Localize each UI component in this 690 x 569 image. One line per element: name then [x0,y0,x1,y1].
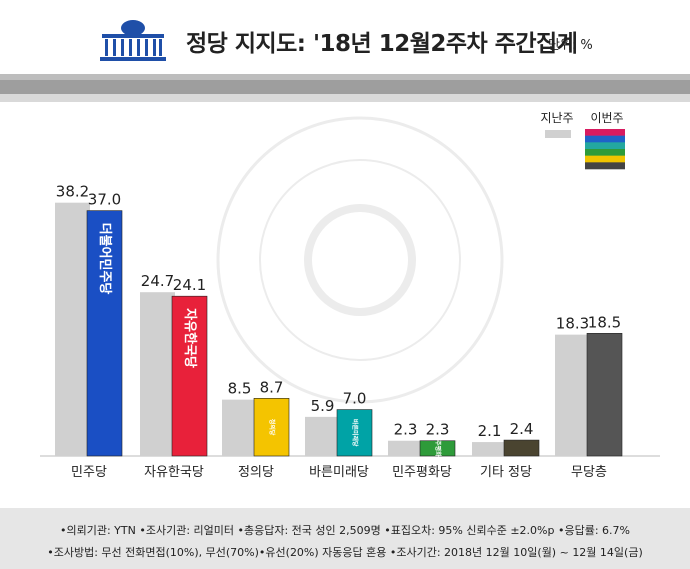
party-logo: 정의당 [268,419,276,436]
value-label-last-week: 8.5 [228,380,252,398]
bar-this-week-0 [86,210,123,457]
bar-last-week-4 [388,440,423,456]
legend-swatch-last-week [545,130,571,138]
value-label-this-week: 8.7 [260,378,284,396]
value-label-this-week: 24.1 [173,276,206,294]
value-label-last-week: 2.3 [394,421,418,439]
value-label-this-week: 7.0 [343,390,367,408]
legend-label-last-week: 지난주 [540,111,573,125]
header-band-light [0,94,690,102]
value-label-this-week: 2.4 [510,420,534,438]
value-label-last-week: 24.7 [141,272,174,290]
category-label: 정의당 [238,465,274,480]
value-label-last-week: 2.1 [478,422,502,440]
category-label: 민주당 [71,465,107,480]
category-label: 민주평화당 [392,465,452,480]
bar-this-week-2 [253,398,290,457]
party-logo: 더불어민주당 [97,223,113,295]
legend-swatch-this-week-strip [585,135,625,143]
national-assembly-icon [100,20,166,61]
value-label-last-week: 5.9 [311,397,335,415]
category-label: 바른미래당 [309,465,369,480]
survey-info-line2: •조사방법: 무선 전화면접(10%), 무선(70%)•유선(20%) 자동응… [47,546,643,559]
value-label-last-week: 38.2 [56,183,89,201]
legend-swatch-this-week-strip [585,149,625,156]
legend-swatch-this-week-strip [585,162,625,170]
bar-this-week-6 [586,333,623,457]
legend-swatch-this-week-strip [585,129,625,136]
party-logo: 바른미래당 [351,419,359,447]
watermark-seal [216,116,504,404]
bar-this-week-3 [336,409,373,457]
bar-last-week-1 [140,292,175,456]
bar-last-week-5 [472,442,507,456]
bar-this-week-4 [419,440,456,457]
legend-label-this-week: 이번주 [590,111,623,125]
legend-swatch-this-week-strip [585,142,625,150]
bar-last-week-6 [555,334,590,456]
unit-label: 단위: % [548,38,593,53]
category-label: 무당층 [571,465,607,480]
value-label-this-week: 2.3 [426,421,450,439]
legend-swatch-this-week-strip [585,155,625,163]
header: 정당 지지도: '18년 12월2주차 주간집계 단위: % [0,0,690,78]
party-logo: 자유한국당 [182,308,198,368]
bar-this-week-5 [503,439,540,457]
footer: •의뢰기관: YTN •조사기관: 리얼미터 •총응답자: 전국 성인 2,50… [0,508,690,569]
bar-last-week-3 [305,416,340,456]
value-label-last-week: 18.3 [556,315,589,333]
party-logo: 민주평화당 [434,435,442,463]
header-band [0,80,690,94]
bar-last-week-2 [222,399,257,456]
value-label-this-week: 18.5 [588,313,621,331]
category-label: 기타 정당 [480,465,532,480]
survey-info-line1: •의뢰기관: YTN •조사기관: 리얼미터 •총응답자: 전국 성인 2,50… [60,524,630,537]
header-divider [0,74,690,80]
category-label: 자유한국당 [144,465,204,480]
bar-this-week-1 [171,295,208,457]
chart-title: 정당 지지도: '18년 12월2주차 주간집계 [186,31,578,57]
value-label-this-week: 37.0 [88,191,121,209]
bar-last-week-0 [55,202,90,456]
